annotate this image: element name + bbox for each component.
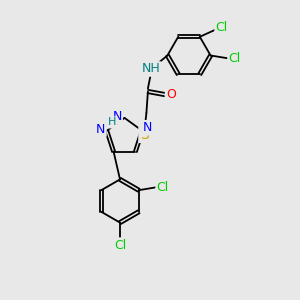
Text: O: O [166,88,176,101]
Text: N: N [143,121,152,134]
Text: Cl: Cl [216,21,228,34]
Text: Cl: Cl [157,181,169,194]
Text: N: N [96,123,106,136]
Text: N: N [112,110,122,123]
Text: S: S [140,128,148,142]
Text: Cl: Cl [229,52,241,65]
Text: H: H [108,117,116,128]
Text: Cl: Cl [114,238,126,252]
Text: NH: NH [142,62,160,76]
